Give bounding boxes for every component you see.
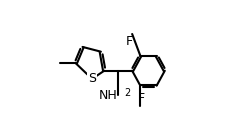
Text: F: F	[137, 92, 145, 105]
Text: 2: 2	[124, 88, 130, 98]
Text: S: S	[88, 72, 96, 85]
Text: F: F	[126, 35, 133, 48]
Text: NH: NH	[99, 89, 118, 102]
